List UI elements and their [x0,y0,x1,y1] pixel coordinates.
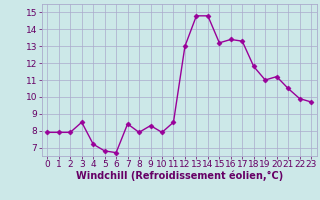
X-axis label: Windchill (Refroidissement éolien,°C): Windchill (Refroidissement éolien,°C) [76,171,283,181]
